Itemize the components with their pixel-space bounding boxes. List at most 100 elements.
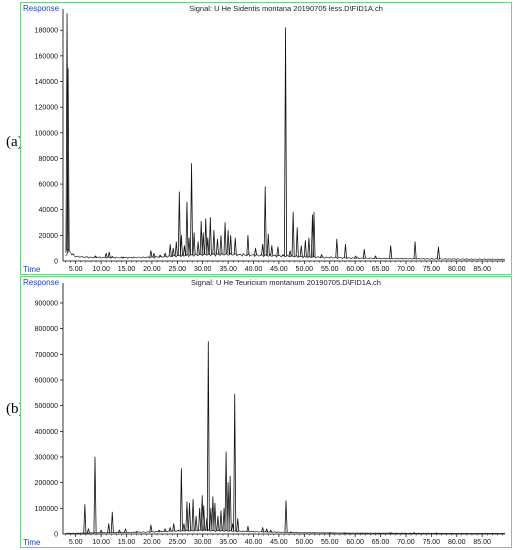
chromatogram-peak: [99, 529, 103, 533]
x-tick-label: 15.00: [118, 266, 136, 273]
y-tick-label: 300000: [35, 454, 58, 461]
y-tick-label: 0: [54, 532, 58, 539]
y-tick-label: 500000: [35, 403, 58, 410]
chromatogram-peak: [163, 252, 167, 257]
y-tick-label: 100000: [35, 130, 58, 137]
chromatogram-peak: [219, 510, 223, 531]
chromatogram-peak: [246, 234, 250, 256]
chromatogram-peak: [194, 515, 198, 531]
chromatogram-peak: [373, 255, 377, 259]
x-tick-label: 45.00: [270, 266, 288, 273]
x-tick-label: 40.00: [245, 266, 263, 273]
chromatogram-peak: [261, 527, 265, 532]
chromatogram-peak: [208, 217, 212, 255]
panel-a-label: (a): [6, 134, 23, 150]
chromatogram-peak: [192, 232, 196, 256]
x-tick-label: 10.00: [92, 539, 110, 546]
y-tick-label: 800000: [35, 326, 58, 333]
x-tick-label: 50.00: [296, 266, 314, 273]
x-tick-label: 85.00: [473, 539, 491, 546]
chromatogram-peak: [265, 528, 269, 533]
chromatogram-peak: [226, 229, 230, 255]
chromatogram-peak: [201, 232, 205, 255]
x-tick-label: 45.00: [270, 539, 288, 546]
chromatogram-peak: [412, 532, 416, 534]
signal-title: Signal: U He Sidentis montana 20190705 l…: [189, 4, 383, 13]
chromatogram-peak: [320, 254, 324, 258]
x-axis-label: Time: [23, 265, 41, 274]
chromatogram-peak: [199, 220, 203, 255]
chromatogram-peak: [343, 243, 347, 258]
chromatogram-peak: [216, 515, 220, 531]
x-tick-label: 75.00: [423, 266, 441, 273]
y-tick-label: 40000: [39, 207, 59, 214]
chromatogram-peak: [236, 518, 240, 532]
chromatogram-peak: [284, 27, 288, 257]
x-tick-label: 10.00: [92, 266, 110, 273]
chromatogram-peak: [224, 451, 228, 531]
chromatogram-b: Response Time Signal: U He Teuricium monta…: [20, 276, 512, 548]
chromatogram-peak: [206, 237, 210, 255]
chromatogram-peak: [389, 245, 393, 259]
chromatogram-peak: [289, 531, 293, 533]
chromatogram-peak: [362, 249, 366, 259]
chromatogram-peak: [110, 256, 114, 258]
chromatogram-peak: [185, 201, 189, 256]
y-tick-label: 400000: [35, 429, 58, 436]
chromatogram-peak: [182, 245, 186, 256]
chromatogram-peak: [263, 186, 267, 256]
chromatogram-peak: [284, 500, 288, 533]
chromatogram-peak: [187, 237, 191, 256]
chromatogram-peak: [110, 511, 114, 533]
chromatogram-peak: [354, 255, 358, 259]
chromatogram-peak: [83, 504, 87, 534]
chromatogram-peak: [276, 246, 280, 256]
chromatogram-peak: [312, 211, 316, 258]
x-tick-label: 5.00: [69, 266, 83, 273]
chromatogram-b-svg: Response Time Signal: U He Teuricium monta…: [23, 278, 506, 547]
chromatogram-baseline: [65, 248, 506, 261]
y-tick-label: 700000: [35, 352, 58, 359]
y-tick-label: 160000: [35, 53, 58, 60]
chromatogram-peak: [266, 233, 270, 256]
x-tick-label: 5.00: [69, 539, 83, 546]
x-tick-label: 70.00: [397, 266, 415, 273]
chromatogram-peak: [295, 227, 299, 257]
chromatogram-peak: [190, 163, 194, 256]
chromatogram-peak: [188, 502, 191, 531]
chromatogram-peak: [94, 255, 97, 258]
chromatogram-peak: [281, 254, 285, 257]
chromatogram-peak: [233, 237, 237, 255]
signal-title: Signal: U He Teuricium montanum 20190705…: [191, 278, 381, 287]
chromatogram-peak: [174, 241, 178, 256]
chromatogram-peak: [158, 254, 162, 258]
y-tick-label: 60000: [39, 182, 59, 189]
chromatogram-peak: [182, 523, 186, 531]
chromatogram-peak: [177, 191, 181, 256]
y-tick-label: 180000: [35, 28, 58, 35]
chromatogram-peak: [185, 501, 189, 531]
chromatogram-peak: [211, 496, 215, 531]
chromatogram-peak: [303, 240, 307, 257]
chromatogram-peak: [209, 507, 213, 531]
x-tick-label: 80.00: [448, 539, 466, 546]
x-tick-label: 20.00: [143, 266, 161, 273]
chromatogram-peak: [254, 247, 258, 256]
chromatogram-peak: [219, 234, 223, 255]
chromatogram-peak: [246, 525, 250, 532]
x-tick-label: 55.00: [321, 266, 339, 273]
chromatogram-peak: [202, 505, 206, 531]
chromatogram-peak: [152, 252, 156, 258]
chromatogram-peak: [196, 241, 200, 255]
chromatogram-baseline: [65, 529, 506, 534]
x-tick-label: 70.00: [397, 539, 415, 546]
x-tick-label: 65.00: [372, 539, 390, 546]
y-tick-label: 100000: [35, 506, 58, 513]
chromatogram-peak: [149, 250, 153, 258]
chromatogram-peak: [413, 241, 417, 259]
x-tick-label: 60.00: [346, 539, 364, 546]
chromatogram-peak: [168, 243, 172, 257]
y-tick-label: 0: [54, 259, 58, 266]
chromatogram-peak: [215, 238, 219, 255]
x-tick-label: 50.00: [296, 539, 314, 546]
